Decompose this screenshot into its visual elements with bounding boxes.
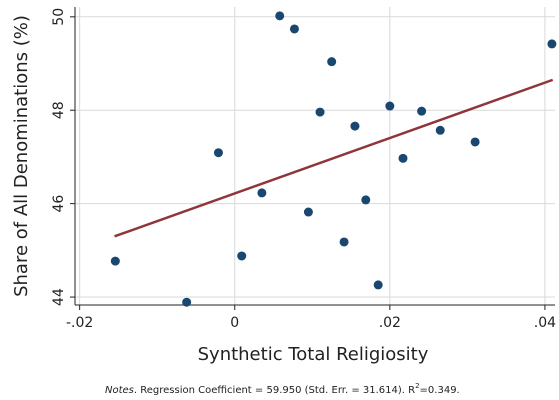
point	[182, 297, 192, 307]
note: Notes. Regression Coefficient = 59.950 (…	[105, 382, 460, 396]
point	[470, 137, 480, 147]
note-sup: 2	[415, 382, 419, 390]
point	[303, 207, 313, 217]
point	[327, 57, 337, 67]
point	[361, 195, 371, 205]
point	[350, 121, 360, 131]
x-tick-label: 0	[230, 315, 239, 331]
y-axis-label: Share of All Denominations (%)	[11, 15, 32, 297]
x-tick-label: -.02	[66, 315, 93, 331]
point	[275, 11, 285, 21]
point	[339, 237, 349, 247]
note-text: . Regression Coefficient = 59.950 (Std. …	[134, 385, 415, 396]
point	[213, 148, 223, 158]
y-tick-label: 50	[51, 8, 67, 26]
point	[417, 106, 427, 116]
x-tick-label: .04	[534, 315, 556, 331]
point	[547, 39, 557, 49]
point	[398, 153, 408, 163]
fit-line	[114, 78, 554, 238]
x-tick-label: .02	[379, 315, 401, 331]
y-tick-label: 44	[51, 288, 67, 306]
point	[315, 107, 325, 117]
point	[289, 24, 299, 34]
point	[257, 188, 267, 198]
note-tail: =0.349.	[420, 385, 460, 396]
point	[385, 101, 395, 111]
point	[373, 280, 383, 290]
point	[110, 256, 120, 266]
y-tick-label: 48	[51, 101, 67, 119]
note-lead: Notes	[105, 385, 134, 396]
y-tick-label: 46	[51, 195, 67, 213]
x-axis-label: Synthetic Total Religiosity	[198, 344, 429, 365]
point	[435, 125, 445, 135]
point	[237, 251, 247, 261]
